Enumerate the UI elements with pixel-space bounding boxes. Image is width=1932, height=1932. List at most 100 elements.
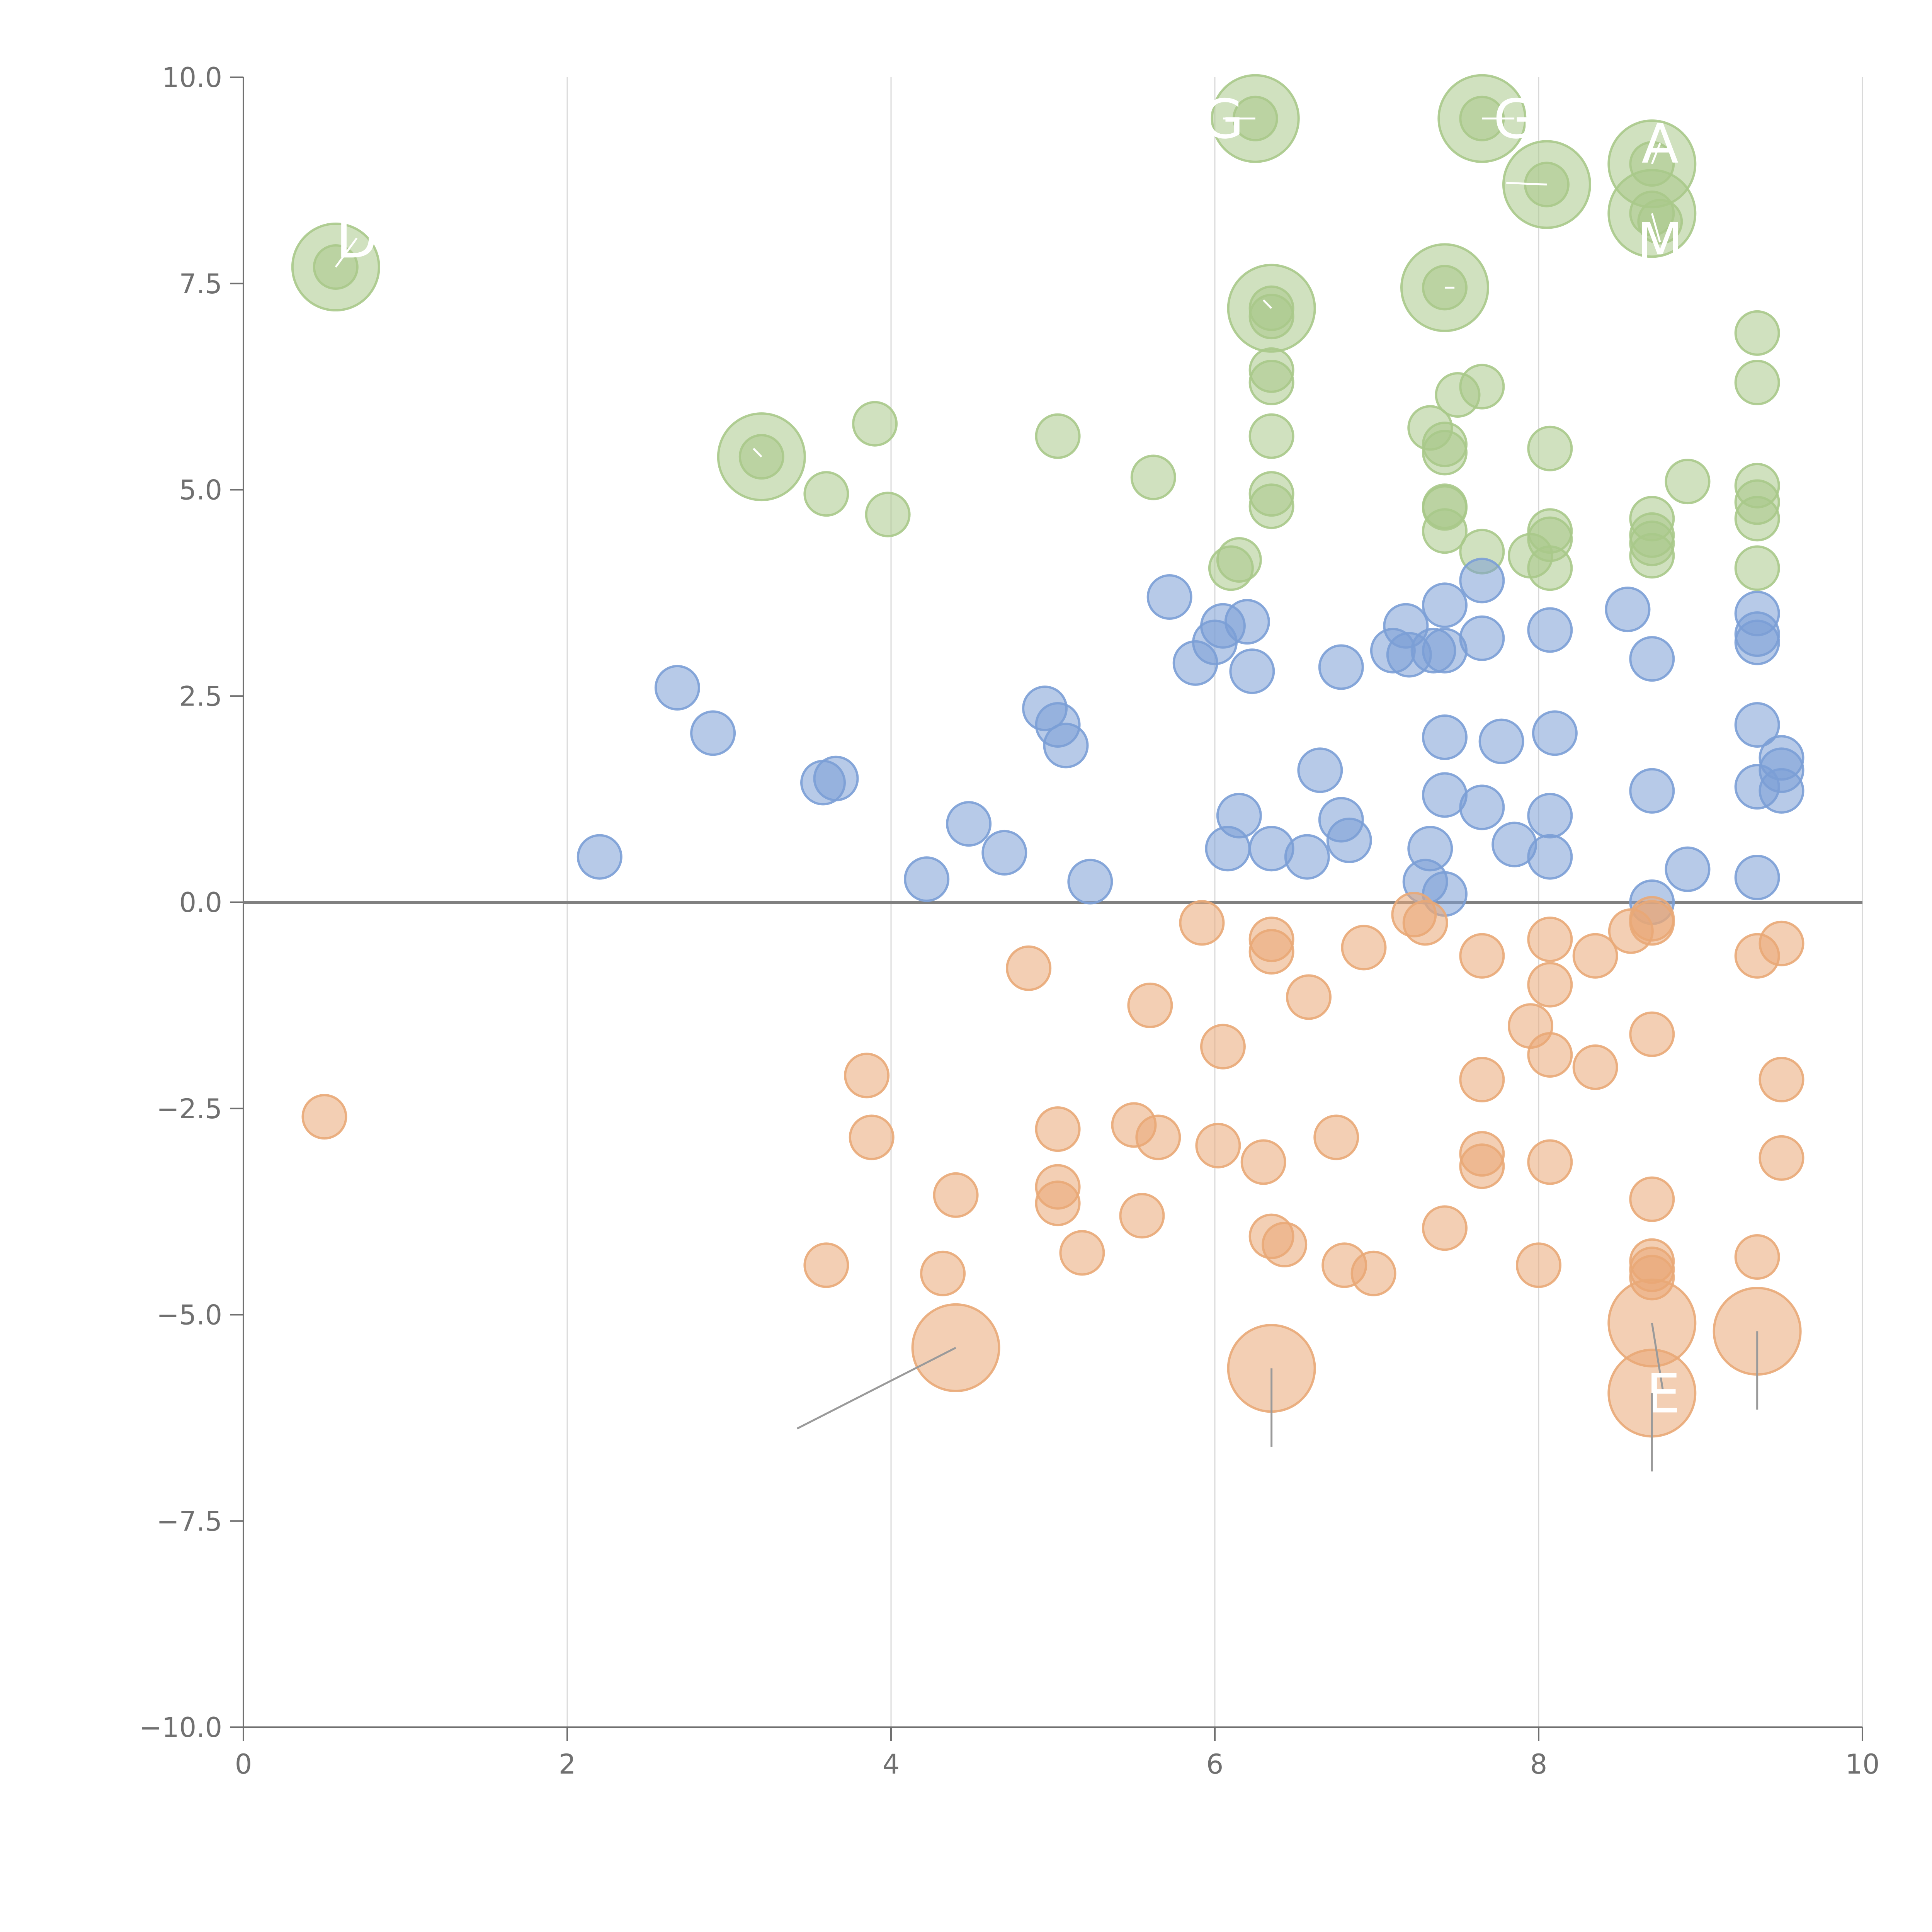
x-tick-label: 6 [1206,1748,1224,1780]
point-label: G [1202,88,1244,151]
orange-point [1135,1114,1181,1160]
blue-point [1205,826,1251,872]
orange-point [1459,1143,1505,1189]
green-point [1665,459,1711,505]
blue-point [946,801,992,847]
blue-point [1478,718,1524,764]
green-point [1734,310,1780,356]
x-tick-label: 0 [235,1748,252,1780]
green-point [1527,425,1573,471]
orange-point [1527,1139,1573,1185]
x-tick-label: 10 [1845,1748,1879,1780]
point-label: M [1637,212,1684,275]
orange-point [301,1094,347,1140]
y-tick-label: 2.5 [179,680,222,712]
blue-point [1759,768,1804,814]
label-leader-line [1651,213,1661,243]
orange-point [1248,929,1294,975]
blue-point [981,830,1027,876]
green-point [1734,545,1780,591]
orange-point [1200,1024,1246,1070]
blue-point [577,834,622,880]
orange-point [1759,1135,1804,1181]
green-point [1734,496,1780,542]
blue-point [1605,587,1651,633]
y-tick-label: −2.5 [156,1093,222,1125]
orange-point [920,1250,966,1296]
green-point [1734,359,1780,405]
orange-point [1629,1011,1675,1057]
green-point [1527,545,1573,591]
orange-point [1195,1122,1241,1168]
green-point [1248,359,1294,405]
blue-point [654,665,700,711]
orange-point [1759,1057,1804,1103]
blue-point [1326,817,1372,863]
blue-point [1665,846,1711,892]
x-tick-label: 8 [1530,1748,1548,1780]
orange-point [1127,982,1173,1028]
blue-point [1422,582,1468,628]
blue-point [1284,834,1330,880]
blue-point [1318,644,1364,690]
x-tick-label: 2 [559,1748,576,1780]
y-tick-label: −5.0 [156,1299,222,1331]
blue-point [1459,784,1505,830]
y-tick-label: 5.0 [179,474,222,506]
label-leader-line [796,1347,956,1430]
green-point [852,401,898,447]
green-point [1248,413,1294,459]
orange-point [1035,1106,1081,1152]
green-point [1629,533,1675,579]
orange-point [1035,1180,1081,1226]
green-point [803,471,849,517]
green-point [1035,413,1081,459]
orange-point [1240,1139,1286,1185]
blue-point [1146,574,1192,620]
orange-point [1572,933,1618,979]
orange-point [1179,900,1225,946]
blue-point [904,856,950,902]
orange-point [849,1114,895,1160]
orange-point [1059,1230,1105,1276]
point-label: A [1641,113,1679,176]
green-point [1208,545,1254,591]
y-tick-label: 0.0 [179,887,222,918]
blue-point [1229,648,1275,694]
blue-point [1527,607,1573,653]
blue-point [690,710,736,756]
x-tick-label: 4 [883,1748,900,1780]
label-leader-line [1651,1323,1665,1393]
label-leader-line [1506,182,1547,186]
blue-point [1224,599,1270,645]
orange-point [1572,1044,1618,1090]
orange-point [844,1053,890,1099]
green-point [1459,364,1505,410]
green-large-point [1502,140,1591,229]
y-tick-label: 7.5 [179,268,222,300]
orange-point [1341,925,1387,971]
orange-point [1734,1234,1780,1280]
y-tick-label: −7.5 [156,1505,222,1537]
point-label: G [1493,88,1536,151]
orange-point [1629,900,1675,946]
orange-point [1402,900,1448,946]
orange-point [803,1242,849,1288]
blue-point [813,755,859,801]
orange-point [1527,917,1573,963]
orange-point [1759,920,1804,966]
blue-point [1734,702,1780,748]
blue-point [1629,636,1675,682]
blue-point [1527,793,1573,838]
label-leader-line [335,237,358,268]
orange-point [1286,974,1332,1020]
orange-point [1422,1205,1468,1251]
point-label: D [336,207,378,270]
blue-point [1532,710,1578,756]
points-layer [301,95,1804,1301]
blue-point [1629,768,1675,814]
blue-point [1067,859,1113,905]
axis-layer: 0 2 4 6 8 10 10.0 7.5 5.0 2.5 0.0 −2.5 −5.0 −7.5 −10.0 [139,62,1879,1780]
